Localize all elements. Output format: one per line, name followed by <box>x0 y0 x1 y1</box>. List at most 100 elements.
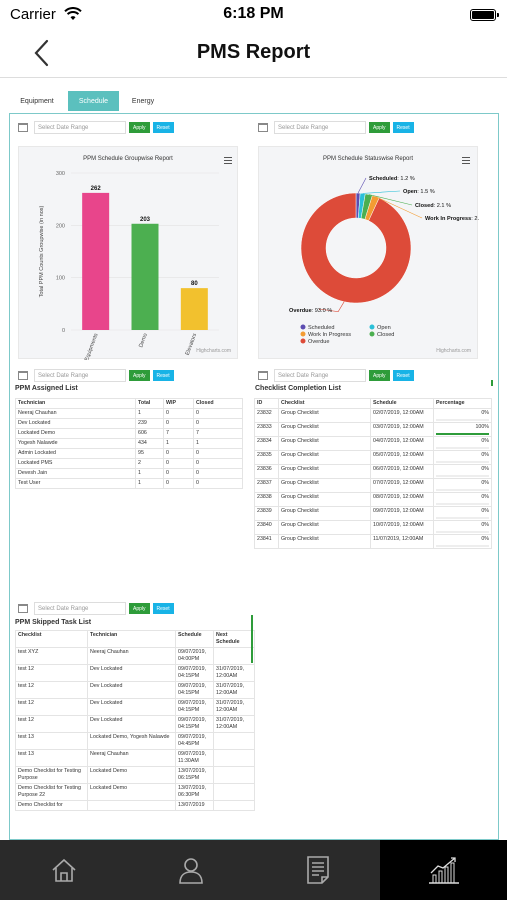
date-range-input[interactable]: Select Date Range <box>34 602 126 615</box>
calendar-icon <box>18 123 28 132</box>
legend-marker[interactable] <box>300 324 306 330</box>
apply-button[interactable]: Apply <box>129 370 150 381</box>
skipped-table-scroll[interactable]: Checklist Technician Schedule Next Sched… <box>15 630 255 839</box>
percentage-cell: 0% <box>433 506 492 521</box>
schedule-cell: 09/07/2019, 04:15PM <box>175 715 214 733</box>
checklist-cell: Group Checklist <box>278 422 371 437</box>
date-range-input[interactable]: Select Date Range <box>274 121 366 134</box>
carrier-label: Carrier <box>10 6 56 23</box>
legend-label[interactable]: Overdue <box>308 339 329 345</box>
apply-button[interactable]: Apply <box>129 603 150 614</box>
tab-energy[interactable]: Energy <box>131 97 155 105</box>
schedule-panel: Select Date Range Apply Reset Select Dat… <box>9 113 499 840</box>
bar[interactable] <box>131 223 159 330</box>
closed-cell: 1 <box>193 438 243 449</box>
table-row: test 13 Lockated Demo, Yogesh Nalawde 09/0… <box>15 732 255 750</box>
y-axis-label: Total PPM Counts Groupwise (in nos) <box>39 205 45 297</box>
total-cell: 1 <box>135 408 164 419</box>
progress-bar <box>436 475 489 477</box>
legend-label[interactable]: Work In Progress <box>308 332 351 338</box>
donut-slice[interactable] <box>300 192 412 304</box>
y-tick-label: 0 <box>62 328 65 334</box>
closed-cell: 7 <box>193 428 243 439</box>
report-chart-icon <box>428 857 459 884</box>
next-schedule-cell: 31/07/2019, 12:00AM <box>213 715 255 733</box>
id-cell: 23833 <box>254 422 279 437</box>
next-schedule-cell <box>213 749 255 767</box>
closed-cell: 0 <box>193 458 243 469</box>
y-tick-label: 100 <box>56 276 65 282</box>
percentage-label: 0% <box>481 410 489 416</box>
chart-menu-icon[interactable] <box>462 157 470 164</box>
legend-marker[interactable] <box>369 331 375 337</box>
next-schedule-cell <box>213 800 255 811</box>
checklist-cell: Demo Checklist for Testing Purpose <box>15 766 88 784</box>
tab-reports[interactable] <box>380 840 507 900</box>
schedule-cell: 05/07/2019, 12:00AM <box>370 450 434 465</box>
apply-button[interactable]: Apply <box>369 370 390 381</box>
table-header-row: Technician Total WIP Closed <box>15 398 243 409</box>
column-header: Total <box>135 398 164 409</box>
table-header-row: ID Checklist Schedule Percentage <box>254 398 492 409</box>
table-row: 23838 Group Checklist 08/07/2019, 12:00AM 0… <box>254 492 492 507</box>
schedule-cell: 11/07/2019, 12:00AM <box>370 534 434 549</box>
tab-home[interactable] <box>0 840 127 900</box>
back-arrow-icon[interactable] <box>32 38 52 68</box>
reset-button[interactable]: Reset <box>392 370 414 381</box>
date-range-input[interactable]: Select Date Range <box>34 369 126 382</box>
date-filter-skipped: Select Date Range Apply Reset <box>18 602 174 615</box>
legend-label[interactable]: Closed <box>377 332 394 338</box>
closed-cell: 0 <box>193 478 243 489</box>
schedule-cell: 10/07/2019, 12:00AM <box>370 520 434 535</box>
assigned-list-table: Technician Total WIP Closed Neeraj Chauh… <box>15 398 243 489</box>
checklist-table-scroll[interactable]: ID Checklist Schedule Percentage 23832 Gr… <box>254 398 492 601</box>
skipped-task-table: Checklist Technician Schedule Next Sched… <box>15 630 255 811</box>
tab-documents[interactable] <box>254 840 381 900</box>
reset-button[interactable]: Reset <box>152 603 174 614</box>
reset-button[interactable]: Reset <box>152 370 174 381</box>
technician-cell: Neeraj Chauhan <box>87 647 176 665</box>
bar[interactable] <box>82 192 110 330</box>
legend-marker[interactable] <box>369 324 375 330</box>
technician-cell: Neeraj Chauhan <box>87 749 176 767</box>
progress-bar <box>436 503 489 505</box>
date-range-input[interactable]: Select Date Range <box>274 369 366 382</box>
wip-cell: 0 <box>163 478 194 489</box>
reset-button[interactable]: Reset <box>152 122 174 133</box>
scrollbar[interactable] <box>491 380 493 386</box>
donut-chart-svg: Scheduled: 1.2 % Open: 1.5 % Closed: 2.1 %… <box>289 176 479 345</box>
chart-menu-icon[interactable] <box>224 157 232 164</box>
apply-button[interactable]: Apply <box>369 122 390 133</box>
bar-chart-svg: 0 100 200 300 Total PPM Counts Groupwise (in… <box>39 171 219 360</box>
checklist-cell: Group Checklist <box>278 450 371 465</box>
checklist-cell: Group Checklist <box>278 534 371 549</box>
date-filter-assigned: Select Date Range Apply Reset <box>18 369 174 382</box>
legend-label[interactable]: Open <box>377 325 391 331</box>
scrollbar[interactable] <box>251 615 253 663</box>
reset-button[interactable]: Reset <box>392 122 414 133</box>
id-cell: 23832 <box>254 408 279 423</box>
apply-button[interactable]: Apply <box>129 122 150 133</box>
label-connector <box>368 194 413 206</box>
schedule-cell: 09/07/2019, 12:00AM <box>370 506 434 521</box>
tab-profile[interactable] <box>127 840 254 900</box>
table-row: 23839 Group Checklist 09/07/2019, 12:00AM 0… <box>254 506 492 521</box>
checklist-cell: Group Checklist <box>278 436 371 451</box>
tab-equipment[interactable]: Equipment <box>20 97 54 105</box>
legend-marker[interactable] <box>300 331 306 337</box>
tab-schedule[interactable]: Schedule <box>68 91 119 111</box>
data-label: 203 <box>140 217 151 223</box>
schedule-cell: 09/07/2019, 04:15PM <box>175 698 214 716</box>
percentage-cell: 0% <box>433 408 492 423</box>
checklist-cell: Group Checklist <box>278 506 371 521</box>
legend-label[interactable]: Scheduled <box>308 325 334 331</box>
percentage-cell: 100% <box>433 422 492 437</box>
bar[interactable] <box>180 288 208 330</box>
technician-cell: Dev Lockated <box>87 681 176 699</box>
date-range-input[interactable]: Select Date Range <box>34 121 126 134</box>
schedule-cell: 09/07/2019, 11:30AM <box>175 749 214 767</box>
closed-cell: 0 <box>193 468 243 479</box>
legend-marker[interactable] <box>300 338 306 344</box>
id-cell: 23839 <box>254 506 279 521</box>
y-tick-label: 300 <box>56 171 65 177</box>
